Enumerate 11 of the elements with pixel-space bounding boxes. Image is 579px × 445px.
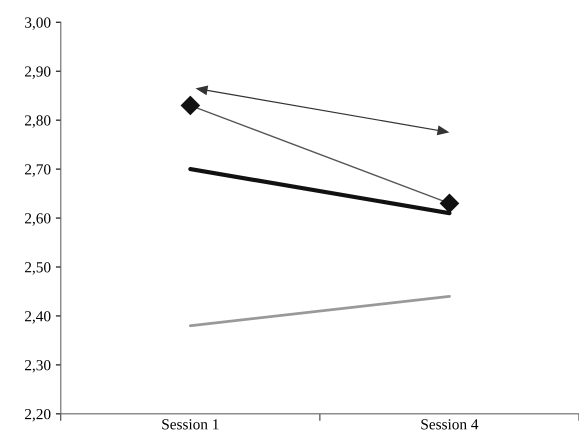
y-tick-label: 2,90	[25, 66, 50, 79]
x-tick-label: Session 4	[421, 419, 478, 430]
y-tick-label: 2,40	[25, 311, 50, 324]
x-tick-label: Session 1	[162, 419, 219, 430]
y-tick-label: 2,50	[25, 262, 50, 275]
y-tick-label: 2,80	[25, 115, 50, 128]
y-tick-label: 2,30	[25, 360, 50, 373]
y-tick-label: 3,00	[25, 17, 50, 30]
y-tick-label: 2,20	[25, 408, 50, 422]
y-tick-label: 2,70	[25, 164, 50, 177]
y-tick-label: 2,60	[25, 213, 50, 226]
